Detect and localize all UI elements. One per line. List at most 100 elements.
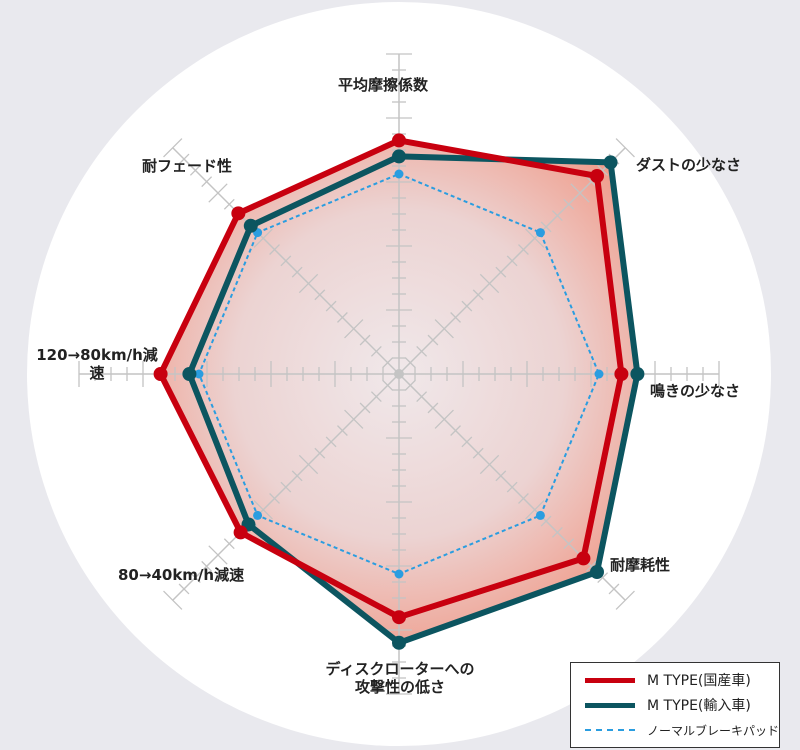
axis-tick <box>314 447 326 459</box>
axis-tick <box>472 447 484 459</box>
legend-item-domestic: M TYPE(国産車) <box>571 668 751 692</box>
axis-tick <box>450 425 461 436</box>
axis-tick <box>434 319 454 339</box>
legend-label-import: M TYPE(輸入車) <box>647 698 751 714</box>
axis-tick <box>495 266 507 278</box>
legend-label-normal: ノーマルブレーキパッド <box>647 723 780 738</box>
axis-tick <box>163 138 183 158</box>
axis-label-dust: ダストの少なさ <box>636 156 742 174</box>
legend: M TYPE(国産車) M TYPE(輸入車) ノーマルブレーキパッド <box>570 662 780 748</box>
data-point <box>394 569 404 579</box>
axis-tick <box>201 560 213 572</box>
axis-tick <box>201 176 213 188</box>
axis-label-wear: 耐摩耗性 <box>610 556 671 574</box>
axis-tick <box>253 500 273 520</box>
axis-tick <box>370 345 382 357</box>
axis-tick <box>208 183 228 203</box>
axis-tick <box>525 500 545 520</box>
axis-tick <box>518 493 529 504</box>
data-point <box>614 367 629 381</box>
axis-tick <box>208 545 228 565</box>
axis-tick <box>178 153 190 165</box>
axis-tick <box>434 409 454 429</box>
data-point <box>392 635 406 650</box>
legend-label-domestic: M TYPE(国産車) <box>647 673 751 689</box>
axis-tick <box>280 255 292 267</box>
data-point <box>253 510 263 520</box>
axis-tick <box>298 454 319 475</box>
axis-tick <box>344 319 364 339</box>
data-point <box>589 564 604 579</box>
axis-tick <box>382 357 394 369</box>
data-point <box>392 149 406 164</box>
axis-tick <box>585 176 597 188</box>
axis-tick <box>608 583 620 595</box>
data-point <box>630 367 645 381</box>
data-point <box>153 367 168 381</box>
data-point <box>182 367 197 381</box>
axis-tick <box>540 515 552 527</box>
axis-tick <box>163 590 183 610</box>
axis-tick <box>223 538 235 550</box>
axis-label-decel-120-80: 120→80km/h減速 <box>36 346 158 382</box>
axis-tick <box>427 402 439 414</box>
axis-tick <box>506 255 518 267</box>
axis-tick <box>525 228 545 248</box>
data-point <box>589 169 604 184</box>
legend-item-normal: ノーマルブレーキパッド <box>571 718 779 742</box>
axis-label-rotor-line2: 攻撃性の低さ <box>354 678 445 696</box>
legend-swatch-import <box>585 702 635 708</box>
data-point <box>535 510 545 520</box>
axis-tick <box>563 198 575 210</box>
center-point <box>394 369 404 379</box>
axis-tick <box>269 244 280 255</box>
axis-tick <box>551 526 563 538</box>
axis-tick <box>570 183 590 203</box>
data-point <box>603 155 618 170</box>
axis-tick <box>461 436 473 448</box>
axis-tick <box>370 391 382 403</box>
data-point <box>594 369 604 379</box>
axis-tick <box>563 538 575 550</box>
axis-tick <box>189 572 201 584</box>
axis-tick <box>427 334 439 346</box>
axis-tick <box>551 210 563 222</box>
axis-label-friction: 平均摩擦係数 <box>338 76 429 94</box>
legend-swatch-domestic <box>585 677 635 683</box>
axis-tick <box>615 138 635 158</box>
axis-tick <box>450 312 461 323</box>
axis-tick <box>178 583 190 595</box>
axis-tick <box>269 493 280 504</box>
axis-tick <box>585 560 597 572</box>
axis-tick <box>382 379 394 391</box>
axis-tick <box>540 221 552 233</box>
axis-tick <box>325 436 337 448</box>
axis-tick <box>325 300 337 312</box>
axis-tick <box>597 164 609 176</box>
axis-tick <box>359 334 371 346</box>
legend-swatch-normal <box>585 729 635 731</box>
axis-label-noise: 鳴きの少なさ <box>650 382 741 400</box>
axis-tick <box>518 244 529 255</box>
axis-tick <box>506 481 518 493</box>
data-point <box>394 169 404 179</box>
axis-tick <box>337 425 348 436</box>
axis-tick <box>280 481 292 493</box>
data-point <box>535 228 545 238</box>
axis-tick <box>223 198 235 210</box>
data-point <box>392 610 406 625</box>
axis-tick <box>461 300 473 312</box>
axis-tick <box>479 454 500 475</box>
legend-item-import: M TYPE(輸入車) <box>571 693 751 717</box>
axis-tick <box>416 391 428 403</box>
axis-tick <box>291 266 303 278</box>
data-point <box>576 551 591 566</box>
axis-tick <box>404 357 416 369</box>
data-point <box>233 525 248 540</box>
axis-tick <box>298 273 319 294</box>
data-point <box>231 206 246 221</box>
data-point <box>194 369 204 379</box>
axis-tick <box>404 379 416 391</box>
axis-tick <box>291 470 303 482</box>
